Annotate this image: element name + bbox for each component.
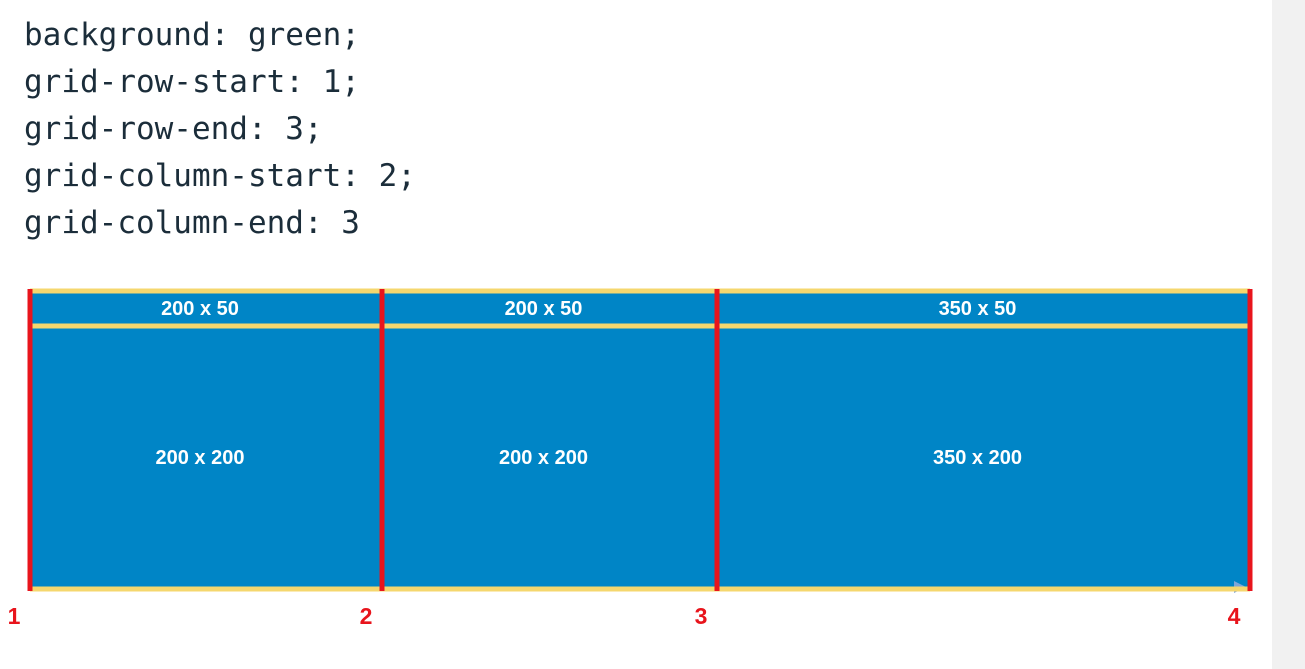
code-line: background: green;	[24, 17, 360, 53]
column-line-number: 3	[695, 603, 708, 629]
code-line: grid-row-start: 1;	[24, 64, 360, 100]
cell-label: 200 x 200	[499, 447, 588, 469]
scrollbar	[1272, 0, 1305, 669]
grid-diagram: 200 x 50 200 x 50 350 x 50 200 x 200 200 x 2…	[8, 288, 1253, 629]
cell-label: 200 x 50	[161, 298, 239, 320]
grid-area	[30, 291, 1250, 589]
column-line-number: 4	[1228, 603, 1241, 629]
cell-label: 200 x 200	[156, 447, 245, 469]
code-line: grid-row-end: 3;	[24, 111, 323, 147]
code-block: background: green; grid-row-start: 1; grid…	[24, 12, 416, 247]
cell-label: 350 x 50	[939, 298, 1017, 320]
column-line-number: 2	[360, 603, 373, 629]
cell-label: 200 x 50	[505, 298, 583, 320]
code-line: grid-column-start: 2;	[24, 158, 416, 194]
column-line-number: 1	[8, 603, 21, 629]
code-line: grid-column-end: 3	[24, 205, 360, 241]
cell-label: 350 x 200	[933, 447, 1022, 469]
